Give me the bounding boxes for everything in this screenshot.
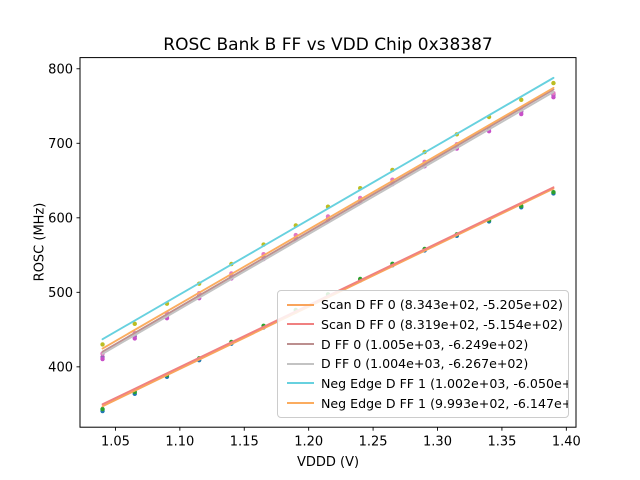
legend-label: D FF 0 (1.005e+03, -6.249e+02) [321, 336, 529, 352]
data-point-d-ff-0-b [132, 336, 137, 341]
fit-line-d-ff-0-b [101, 91, 555, 355]
legend-line-swatch [287, 402, 314, 405]
legend-label: Scan D FF 0 (8.319e+02, -5.154e+02) [321, 316, 563, 332]
legend-entry-scan-d-ff-0-a: Scan D FF 0 (8.343e+02, -5.205e+02) [287, 297, 564, 312]
data-point-neg-edge-d-ff-1-a [100, 342, 105, 347]
y-tick-label: 700 [48, 137, 73, 152]
y-tick-label: 500 [48, 286, 73, 301]
x-tick-label: 1.05 [101, 435, 130, 450]
legend-entry-scan-d-ff-0-b: Scan D FF 0 (8.319e+02, -5.154e+02) [287, 317, 564, 332]
data-point-neg-edge-d-ff-1-a [551, 80, 556, 86]
y-axis-label: ROSC (MHz) [32, 202, 48, 282]
chart-title: ROSC Bank B FF vs VDD Chip 0x38387 [163, 35, 493, 55]
data-point-neg-edge-d-ff-1-a [519, 97, 524, 103]
legend: Scan D FF 0 (8.343e+02, -5.205e+02) Scan … [277, 290, 569, 418]
legend-line-swatch [287, 343, 314, 346]
x-tick-label: 1.35 [487, 435, 516, 450]
fit-line-d-ff-0-a [101, 88, 555, 353]
legend-label: D FF 0 (1.004e+03, -6.267e+02) [321, 356, 529, 372]
legend-line-swatch [287, 323, 314, 326]
legend-entry-d-ff-0-b: D FF 0 (1.004e+03, -6.267e+02) [287, 356, 564, 371]
legend-line-swatch [287, 362, 314, 365]
legend-entry-neg-edge-d-ff-1-a: Neg Edge D FF 1 (1.002e+03, -6.050e+02) [287, 376, 568, 391]
legend-label: Neg Edge D FF 1 (9.993e+02, -6.147e+02) [321, 395, 569, 411]
legend-label: Neg Edge D FF 1 (1.002e+03, -6.050e+02) [321, 375, 569, 391]
data-point-scan-d-ff-0-b [100, 406, 105, 412]
legend-label: Scan D FF 0 (8.343e+02, -5.205e+02) [321, 297, 563, 313]
legend-line-swatch [287, 303, 314, 306]
x-axis-label: VDDD (V) [296, 455, 360, 470]
y-tick-label: 400 [48, 360, 73, 375]
y-tick-label: 600 [48, 211, 73, 226]
x-tick-label: 1.25 [359, 435, 388, 450]
legend-line-swatch [287, 382, 314, 385]
data-point-d-ff-0-b [100, 356, 105, 362]
fit-line-neg-edge-d-ff-1-a [101, 76, 555, 341]
fit-line-neg-edge-d-ff-1-b [101, 86, 555, 350]
x-tick-label: 1.15 [230, 435, 259, 450]
x-tick-label: 1.20 [294, 435, 323, 450]
x-tick-label: 1.40 [552, 435, 581, 450]
data-point-scan-d-ff-0-b [551, 189, 556, 195]
x-tick-label: 1.10 [165, 435, 194, 450]
legend-entry-neg-edge-d-ff-1-b: Neg Edge D FF 1 (9.993e+02, -6.147e+02) [287, 396, 568, 411]
legend-entry-d-ff-0-a: D FF 0 (1.005e+03, -6.249e+02) [287, 337, 564, 352]
data-point-neg-edge-d-ff-1-a [132, 321, 137, 327]
axes-spines [79, 57, 577, 428]
x-tick-label: 1.30 [423, 435, 452, 450]
data-point-d-ff-0-b [551, 94, 556, 100]
y-tick-label: 800 [48, 62, 73, 77]
data-point-d-ff-0-b [519, 111, 524, 117]
